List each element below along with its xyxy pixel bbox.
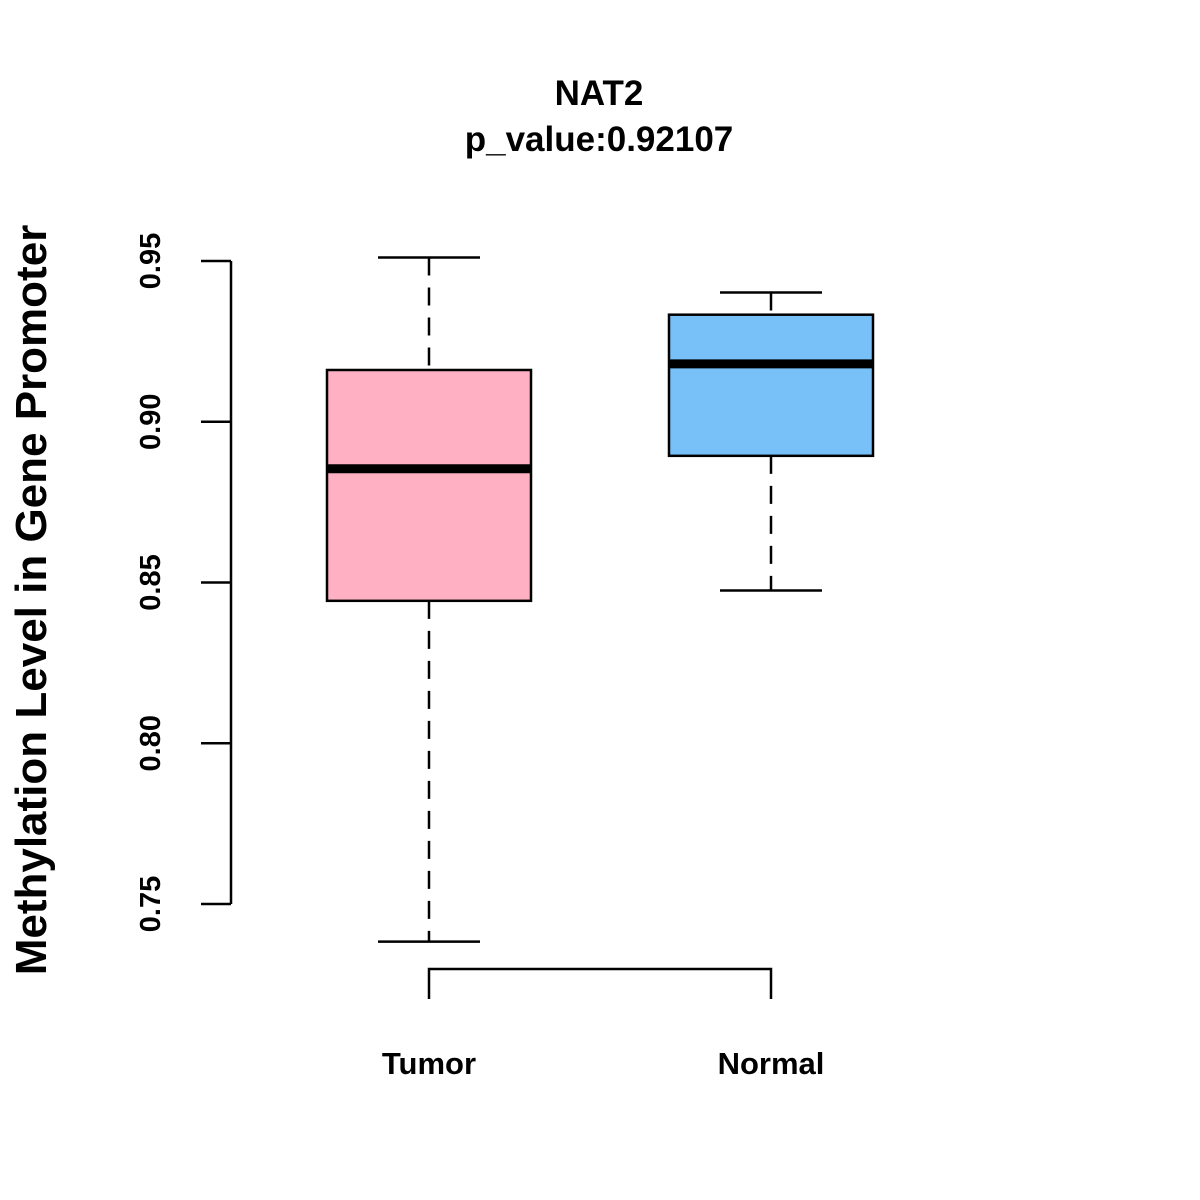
y-tick-label-0.95: 0.95 <box>135 233 167 289</box>
x-category-label-tumor: Tumor <box>382 1046 476 1081</box>
x-category-label-normal: Normal <box>718 1046 825 1081</box>
plot-area: 0.75 0.80 0.85 0.90 0.95 Tumor Normal <box>135 233 875 1081</box>
y-tick-label-0.75: 0.75 <box>135 876 167 932</box>
y-tick-label-0.90: 0.90 <box>135 394 167 450</box>
normal-box <box>667 313 875 458</box>
y-axis-label: Methylation Level in Gene Promoter <box>7 225 56 976</box>
y-tick-label-0.85: 0.85 <box>135 554 167 610</box>
y-tick-label-0.80: 0.80 <box>135 715 167 771</box>
tumor-box <box>325 368 533 603</box>
chart-title: NAT2 <box>555 74 644 113</box>
chart-subtitle: p_value:0.92107 <box>465 120 734 159</box>
x-axis-bracket <box>427 967 773 999</box>
